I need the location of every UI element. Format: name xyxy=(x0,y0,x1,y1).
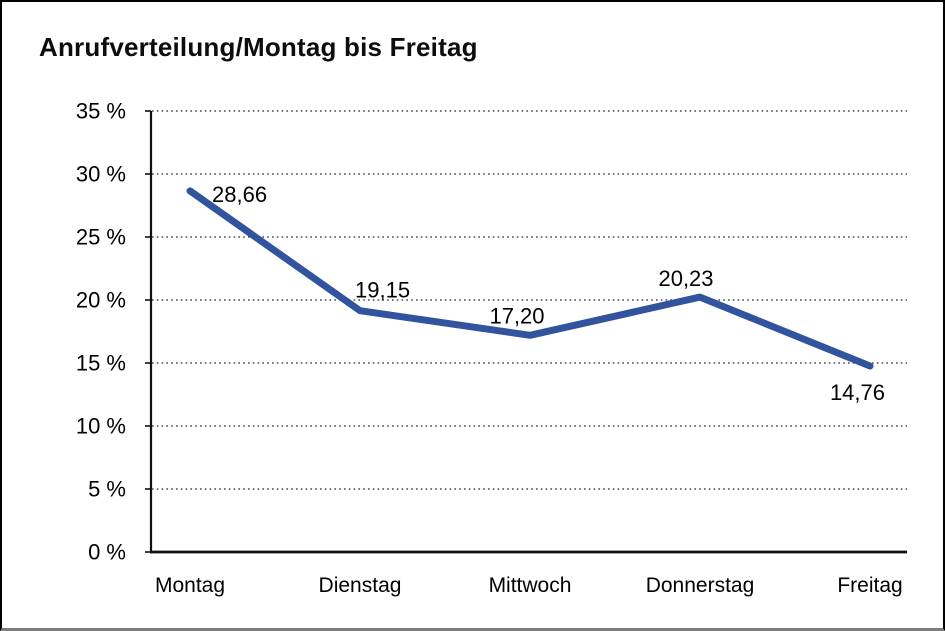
data-point-label: 19,15 xyxy=(355,278,410,303)
data-series-line xyxy=(186,187,874,370)
y-tick-label: 5 % xyxy=(88,477,126,502)
chart-title: Anrufverteilung/Montag bis Freitag xyxy=(39,32,478,62)
x-category-label: Freitag xyxy=(837,574,902,597)
data-point-label: 20,23 xyxy=(658,266,713,291)
y-tick-label: 0 % xyxy=(88,540,126,565)
y-tick-label: 10 % xyxy=(76,414,126,439)
y-tick-label: 35 % xyxy=(76,99,126,124)
y-tick-label: 20 % xyxy=(76,288,126,313)
x-category-label: Donnerstag xyxy=(646,574,755,597)
y-tick-label: 15 % xyxy=(76,351,126,376)
x-category-label: Mittwoch xyxy=(489,574,572,597)
x-category-label: Montag xyxy=(155,574,225,597)
data-point-label: 17,20 xyxy=(489,303,544,328)
data-point-label: 28,66 xyxy=(212,182,267,207)
y-tick-label: 25 % xyxy=(76,225,126,250)
x-category-label: Dienstag xyxy=(319,574,402,597)
data-point-label: 14,76 xyxy=(830,380,885,405)
y-tick-label: 30 % xyxy=(76,162,126,187)
